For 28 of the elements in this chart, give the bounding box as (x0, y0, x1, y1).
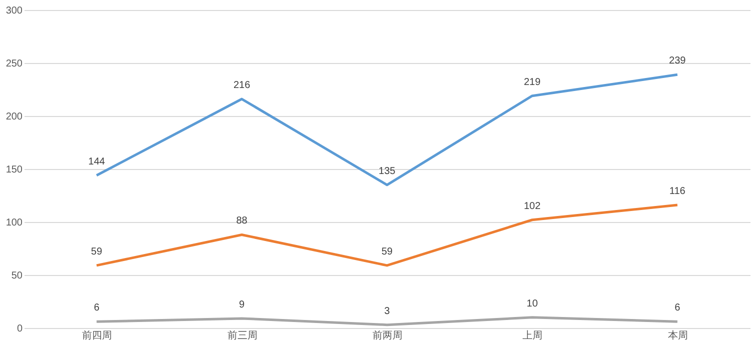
y-tick-label: 250 (6, 58, 23, 70)
data-label: 88 (236, 216, 248, 227)
data-label: 59 (381, 246, 393, 258)
y-tick-label: 300 (6, 6, 23, 16)
data-label: 9 (239, 299, 246, 310)
data-label: 3 (384, 306, 390, 317)
data-label: 59 (91, 246, 103, 258)
data-label: 6 (94, 302, 100, 314)
x-tick-label: 前四周 (82, 330, 112, 342)
data-label: 144 (88, 156, 106, 168)
data-label: 135 (378, 166, 396, 177)
y-tick-label: 200 (6, 112, 23, 122)
data-label: 6 (674, 302, 681, 314)
x-tick-label: 本周 (668, 330, 688, 342)
x-tick-label: 上周 (522, 330, 543, 342)
x-tick-label: 前三周 (227, 330, 258, 342)
data-label: 239 (669, 56, 686, 67)
y-tick-label: 100 (6, 218, 23, 228)
data-label: 116 (669, 186, 686, 198)
y-tick-label: 150 (6, 164, 23, 176)
x-tick-label: 前两周 (372, 330, 402, 342)
data-label: 10 (526, 298, 538, 310)
data-label: 216 (233, 80, 251, 92)
y-tick-label: 50 (11, 270, 23, 282)
data-label: 102 (524, 200, 541, 212)
data-label: 219 (524, 76, 541, 88)
y-tick-label: 0 (16, 324, 23, 334)
line-series (95, 316, 679, 326)
